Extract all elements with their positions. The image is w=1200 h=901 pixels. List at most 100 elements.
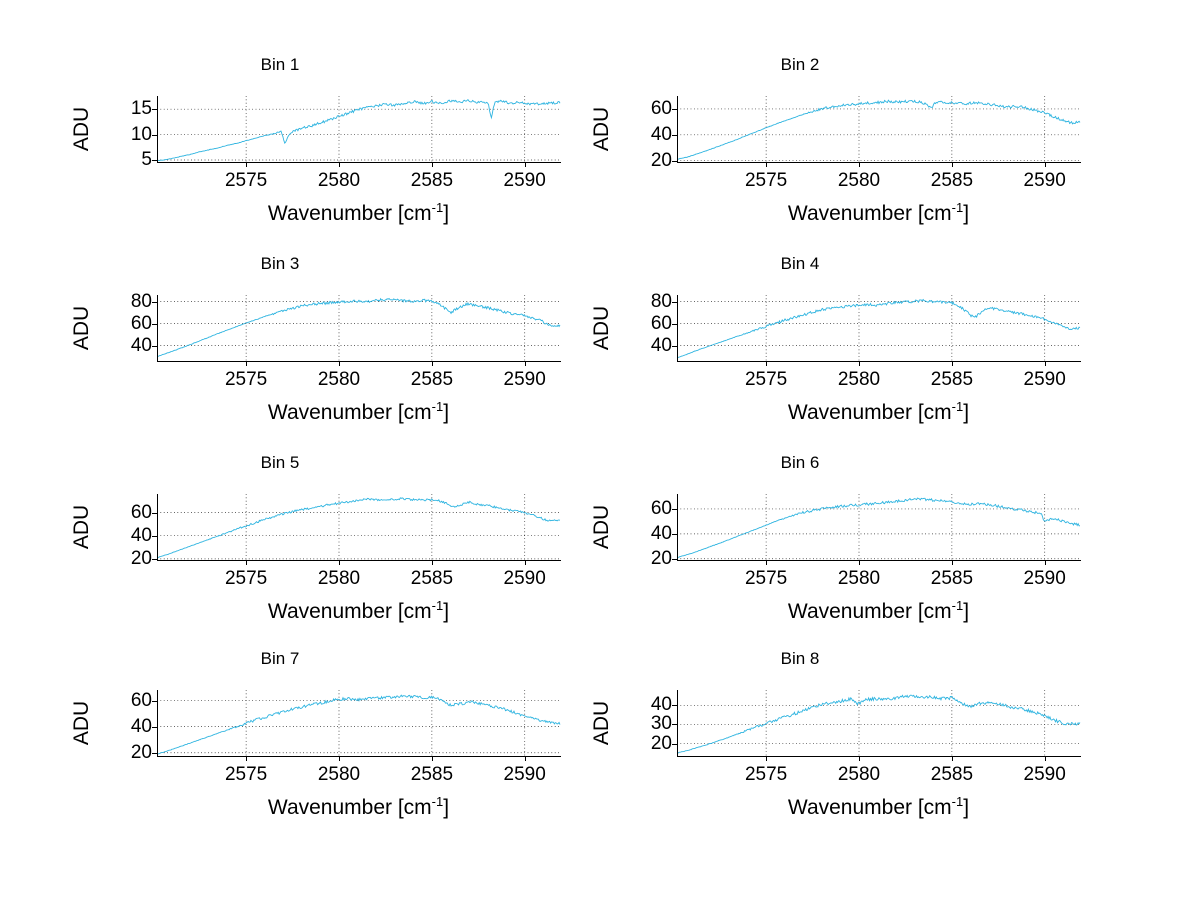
x-axis-label: Wavenumber [cm-1] xyxy=(267,598,450,623)
y-tick-label: 15 xyxy=(130,98,152,120)
x-tick-label: 2575 xyxy=(744,369,788,390)
y-tick-label: 60 xyxy=(130,689,152,711)
y-tick-label: 40 xyxy=(650,522,672,544)
x-axis-label: Wavenumber [cm-1] xyxy=(787,598,970,623)
x-tick-label: 2575 xyxy=(224,764,268,785)
gridlines xyxy=(677,96,1080,162)
x-tick-label: 2580 xyxy=(317,170,361,191)
plot-panel: Bin 6 ADU 20 40 60 2575 2580 2585 2590 Wavenumber… xyxy=(520,448,1120,648)
x-tick-label: 2580 xyxy=(837,170,881,191)
y-tick-label: 40 xyxy=(130,334,152,356)
y-tick-labels: 20 40 60 xyxy=(108,689,152,762)
plot-area xyxy=(152,494,561,565)
y-axis-line xyxy=(677,96,678,163)
x-tick-label: 2585 xyxy=(930,170,974,191)
y-tick-label: 40 xyxy=(130,715,152,737)
y-tick-labels: 5 10 15 xyxy=(108,96,152,169)
x-tick-label: 2580 xyxy=(837,369,881,390)
y-axis-label: ADU xyxy=(70,700,93,746)
y-tick-mark xyxy=(152,301,157,303)
y-tick-labels: 20 40 60 xyxy=(628,96,672,170)
x-tick-label: 2585 xyxy=(930,568,974,589)
y-axis-label: ADU xyxy=(590,305,613,351)
y-tick-mark xyxy=(152,700,157,702)
y-tick-mark xyxy=(152,109,157,111)
x-tick-label: 2585 xyxy=(930,764,974,785)
x-tick-mark xyxy=(1044,756,1046,761)
panel-title: Bin 6 xyxy=(780,453,820,472)
x-tick-mark xyxy=(431,560,433,565)
y-axis-label: ADU xyxy=(70,504,93,550)
y-tick-label: 80 xyxy=(650,290,672,312)
plot-panel: Bin 5 ADU 20 40 60 2575 2580 2585 2590 Wavenumber… xyxy=(0,448,600,648)
y-tick-label: 30 xyxy=(650,713,672,735)
x-tick-label: 2575 xyxy=(744,170,788,191)
x-tick-label: 2585 xyxy=(410,369,454,390)
x-axis-label: Wavenumber [cm-1] xyxy=(267,200,450,225)
x-tick-mark xyxy=(524,361,526,366)
y-axis-line xyxy=(677,690,678,757)
y-tick-label: 40 xyxy=(650,694,672,716)
x-tick-mark xyxy=(859,361,860,366)
y-tick-label: 40 xyxy=(650,334,672,356)
x-tick-label: 2590 xyxy=(1023,369,1066,390)
plot-area xyxy=(672,295,1081,366)
x-axis-line xyxy=(157,560,561,561)
gridlines xyxy=(157,494,560,560)
y-tick-label: 80 xyxy=(130,290,152,312)
x-tick-mark xyxy=(766,756,768,761)
x-tick-label: 2590 xyxy=(503,764,546,785)
x-tick-mark xyxy=(524,756,526,761)
x-tick-label: 2590 xyxy=(503,568,546,589)
x-tick-mark xyxy=(246,756,248,761)
plot-panel: Bin 2 ADU 20 40 60 2575 2580 2585 2590 Wavenumber… xyxy=(520,50,1120,250)
y-tick-mark xyxy=(672,533,677,535)
y-tick-label: 60 xyxy=(650,312,672,334)
x-tick-label: 2575 xyxy=(224,369,268,390)
y-tick-mark xyxy=(152,512,157,514)
y-tick-mark xyxy=(152,726,157,728)
x-tick-label: 2590 xyxy=(1023,568,1066,589)
x-axis-label: Wavenumber [cm-1] xyxy=(787,399,970,424)
y-tick-mark xyxy=(672,724,677,726)
x-tick-mark xyxy=(431,162,433,167)
x-tick-mark xyxy=(859,162,860,167)
gridlines xyxy=(677,690,1080,756)
gridlines xyxy=(157,690,560,756)
x-tick-mark xyxy=(1044,162,1046,167)
x-tick-mark xyxy=(524,162,526,167)
x-axis-line xyxy=(157,361,561,362)
x-tick-mark xyxy=(524,560,526,565)
x-tick-label: 2590 xyxy=(503,170,546,191)
plot-panel: Bin 7 ADU 20 40 60 2575 2580 2585 2590 Wavenumber… xyxy=(0,644,600,844)
y-tick-labels: 20 40 60 xyxy=(108,494,152,568)
y-axis-label: ADU xyxy=(70,106,93,152)
x-tick-label: 2580 xyxy=(317,369,361,390)
x-tick-mark xyxy=(766,162,768,167)
y-tick-mark xyxy=(152,558,157,560)
y-tick-label: 60 xyxy=(650,97,672,119)
plot-area xyxy=(672,494,1081,565)
x-tick-mark xyxy=(859,560,860,565)
x-tick-mark xyxy=(951,162,953,167)
x-tick-mark xyxy=(951,361,953,366)
y-tick-mark xyxy=(672,134,677,136)
data-trace xyxy=(677,690,1080,756)
x-tick-mark xyxy=(766,560,768,565)
y-axis-line xyxy=(677,494,678,561)
plot-area xyxy=(672,96,1081,167)
y-tick-label: 40 xyxy=(130,524,152,546)
panel-title: Bin 4 xyxy=(780,254,820,273)
y-tick-label: 40 xyxy=(650,123,672,145)
y-tick-labels: 20 30 40 xyxy=(628,690,672,756)
data-trace xyxy=(677,295,1080,361)
y-axis-line xyxy=(157,494,158,561)
x-axis-line xyxy=(157,162,561,163)
gridlines xyxy=(677,494,1080,560)
x-tick-mark xyxy=(859,756,860,761)
y-tick-labels: 20 40 60 xyxy=(628,494,672,568)
data-trace xyxy=(157,690,560,756)
y-tick-label: 60 xyxy=(650,497,672,519)
x-axis-label: Wavenumber [cm-1] xyxy=(267,794,450,819)
y-tick-label: 20 xyxy=(650,547,672,569)
